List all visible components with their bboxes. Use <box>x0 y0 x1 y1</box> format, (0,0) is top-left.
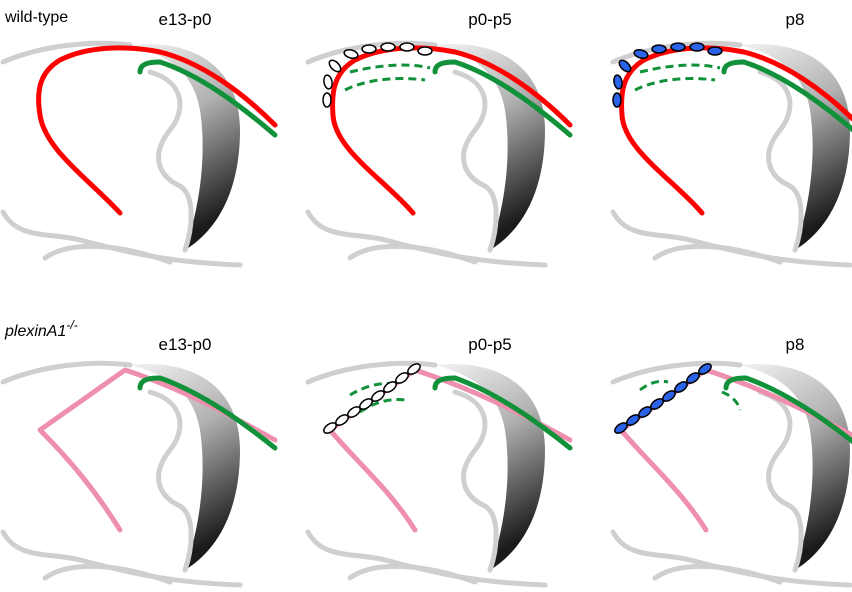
figure: wild-type e13-p0 p0-p5 p8 plexinA1-/- e1… <box>0 0 852 592</box>
stage-label: p0-p5 <box>468 10 511 29</box>
stage-label: p8 <box>786 10 805 29</box>
panel <box>308 43 570 265</box>
panel <box>308 362 570 585</box>
row-label-superscript: -/- <box>66 318 77 332</box>
panel <box>613 362 852 585</box>
stage-label: p0-p5 <box>468 335 511 354</box>
row-label: plexinA1-/- <box>4 318 78 340</box>
panel <box>3 363 275 585</box>
stage-label: p8 <box>786 335 805 354</box>
panel <box>613 43 852 265</box>
row-label: wild-type <box>4 9 68 26</box>
stage-label: e13-p0 <box>159 10 212 29</box>
labels: wild-type e13-p0 p0-p5 p8 plexinA1-/- e1… <box>4 9 804 354</box>
row-label-main: plexinA1 <box>4 323 66 340</box>
panel <box>3 43 275 265</box>
stage-label: e13-p0 <box>159 335 212 354</box>
